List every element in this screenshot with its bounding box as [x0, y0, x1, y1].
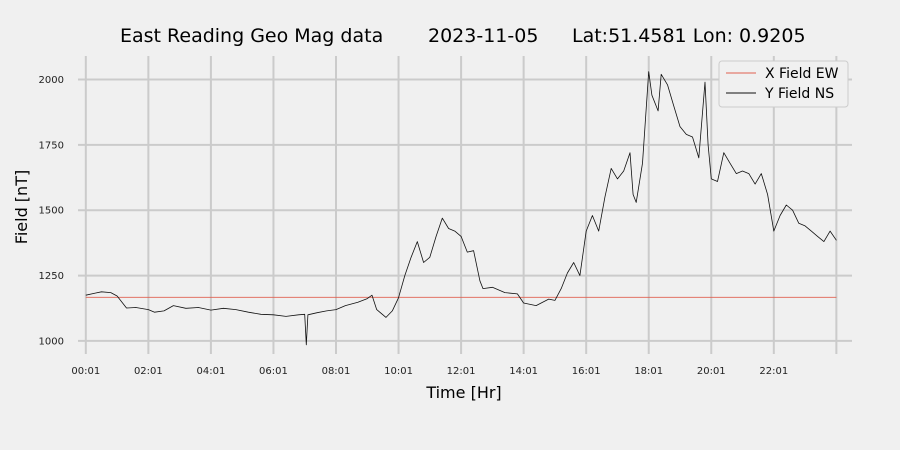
x-tick-label: 00:01 [71, 366, 100, 377]
series-line-y-field [85, 71, 837, 346]
x-tick-label: 14:01 [509, 366, 538, 377]
y-tick-label: 1750 [39, 140, 64, 151]
x-tick-labels: 00:01 02:01 04:01 06:01 08:01 10:01 12:01 14:01… [71, 366, 788, 377]
legend-label-x-field: X Field EW [765, 66, 839, 82]
y-tick-label: 1500 [39, 206, 64, 217]
x-tick-label: 22:01 [759, 366, 788, 377]
x-tick-label: 04:01 [196, 366, 225, 377]
chart-title-location: Lat:51.4581 Lon: 0.9205 [572, 25, 806, 47]
x-tick-label: 06:01 [259, 366, 288, 377]
y-tick-labels: 1000 1250 1500 1750 2000 [39, 75, 64, 347]
y-axis-label: Field [nT] [12, 170, 31, 244]
x-tick-label: 10:01 [384, 366, 413, 377]
x-tick-label: 02:01 [134, 366, 163, 377]
x-tick-label: 18:01 [634, 366, 663, 377]
chart-title-date: 2023-11-05 [428, 25, 538, 47]
series-layer [85, 71, 837, 346]
legend-label-y-field: Y Field NS [764, 86, 834, 102]
x-tick-label: 12:01 [447, 366, 476, 377]
y-tick-label: 1250 [39, 271, 64, 282]
x-axis-label: Time [Hr] [425, 383, 501, 402]
x-tick-label: 08:01 [322, 366, 351, 377]
x-tick-label: 20:01 [697, 366, 726, 377]
x-tick-label: 16:01 [572, 366, 601, 377]
grid [78, 56, 852, 354]
y-tick-label: 2000 [39, 75, 64, 86]
legend: X Field EW Y Field NS [718, 60, 849, 108]
chart-title-station: East Reading Geo Mag data [120, 25, 383, 47]
y-tick-label: 1000 [39, 336, 64, 347]
